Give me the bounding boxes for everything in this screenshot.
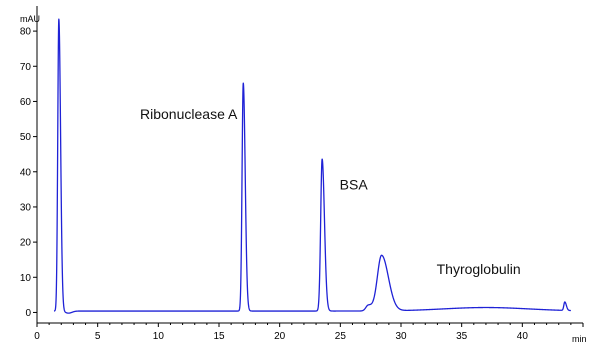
x-tick-label: 40 bbox=[517, 331, 529, 342]
y-tick-label: 20 bbox=[20, 238, 32, 249]
annotation-layer: Ribonuclease A BSA Thyroglobulin bbox=[140, 106, 521, 277]
y-tick-label: 70 bbox=[20, 62, 32, 73]
x-tick-label: 20 bbox=[274, 331, 286, 342]
x-tick-label: 10 bbox=[153, 331, 165, 342]
x-tick-label: 0 bbox=[34, 331, 40, 342]
y-tick-label: 0 bbox=[25, 308, 31, 319]
peak-label: BSA bbox=[340, 176, 369, 192]
peak-label: Thyroglobulin bbox=[437, 261, 521, 277]
y-unit-label: mAU bbox=[20, 14, 40, 24]
y-tick-label: 60 bbox=[20, 97, 32, 108]
axes: 0 10 20 30 40 50 60 70 80 0 5 10 15 20 25 30 35 40 bbox=[20, 6, 584, 342]
x-tick-label: 25 bbox=[335, 331, 347, 342]
y-tick-label: 30 bbox=[20, 202, 32, 213]
y-tick-label: 40 bbox=[20, 167, 32, 178]
peak-label: Ribonuclease A bbox=[140, 106, 238, 122]
y-tick-label: 10 bbox=[20, 273, 32, 284]
chromatogram-trace bbox=[53, 18, 572, 314]
x-tick-label: 5 bbox=[95, 331, 101, 342]
y-tick-label: 80 bbox=[20, 27, 32, 38]
x-tick-label: 15 bbox=[213, 331, 225, 342]
trace-layer bbox=[53, 18, 572, 314]
x-unit-label: min bbox=[572, 334, 587, 344]
x-tick-label: 30 bbox=[395, 331, 407, 342]
y-tick-label: 50 bbox=[20, 132, 32, 143]
x-tick-label: 35 bbox=[456, 331, 468, 342]
